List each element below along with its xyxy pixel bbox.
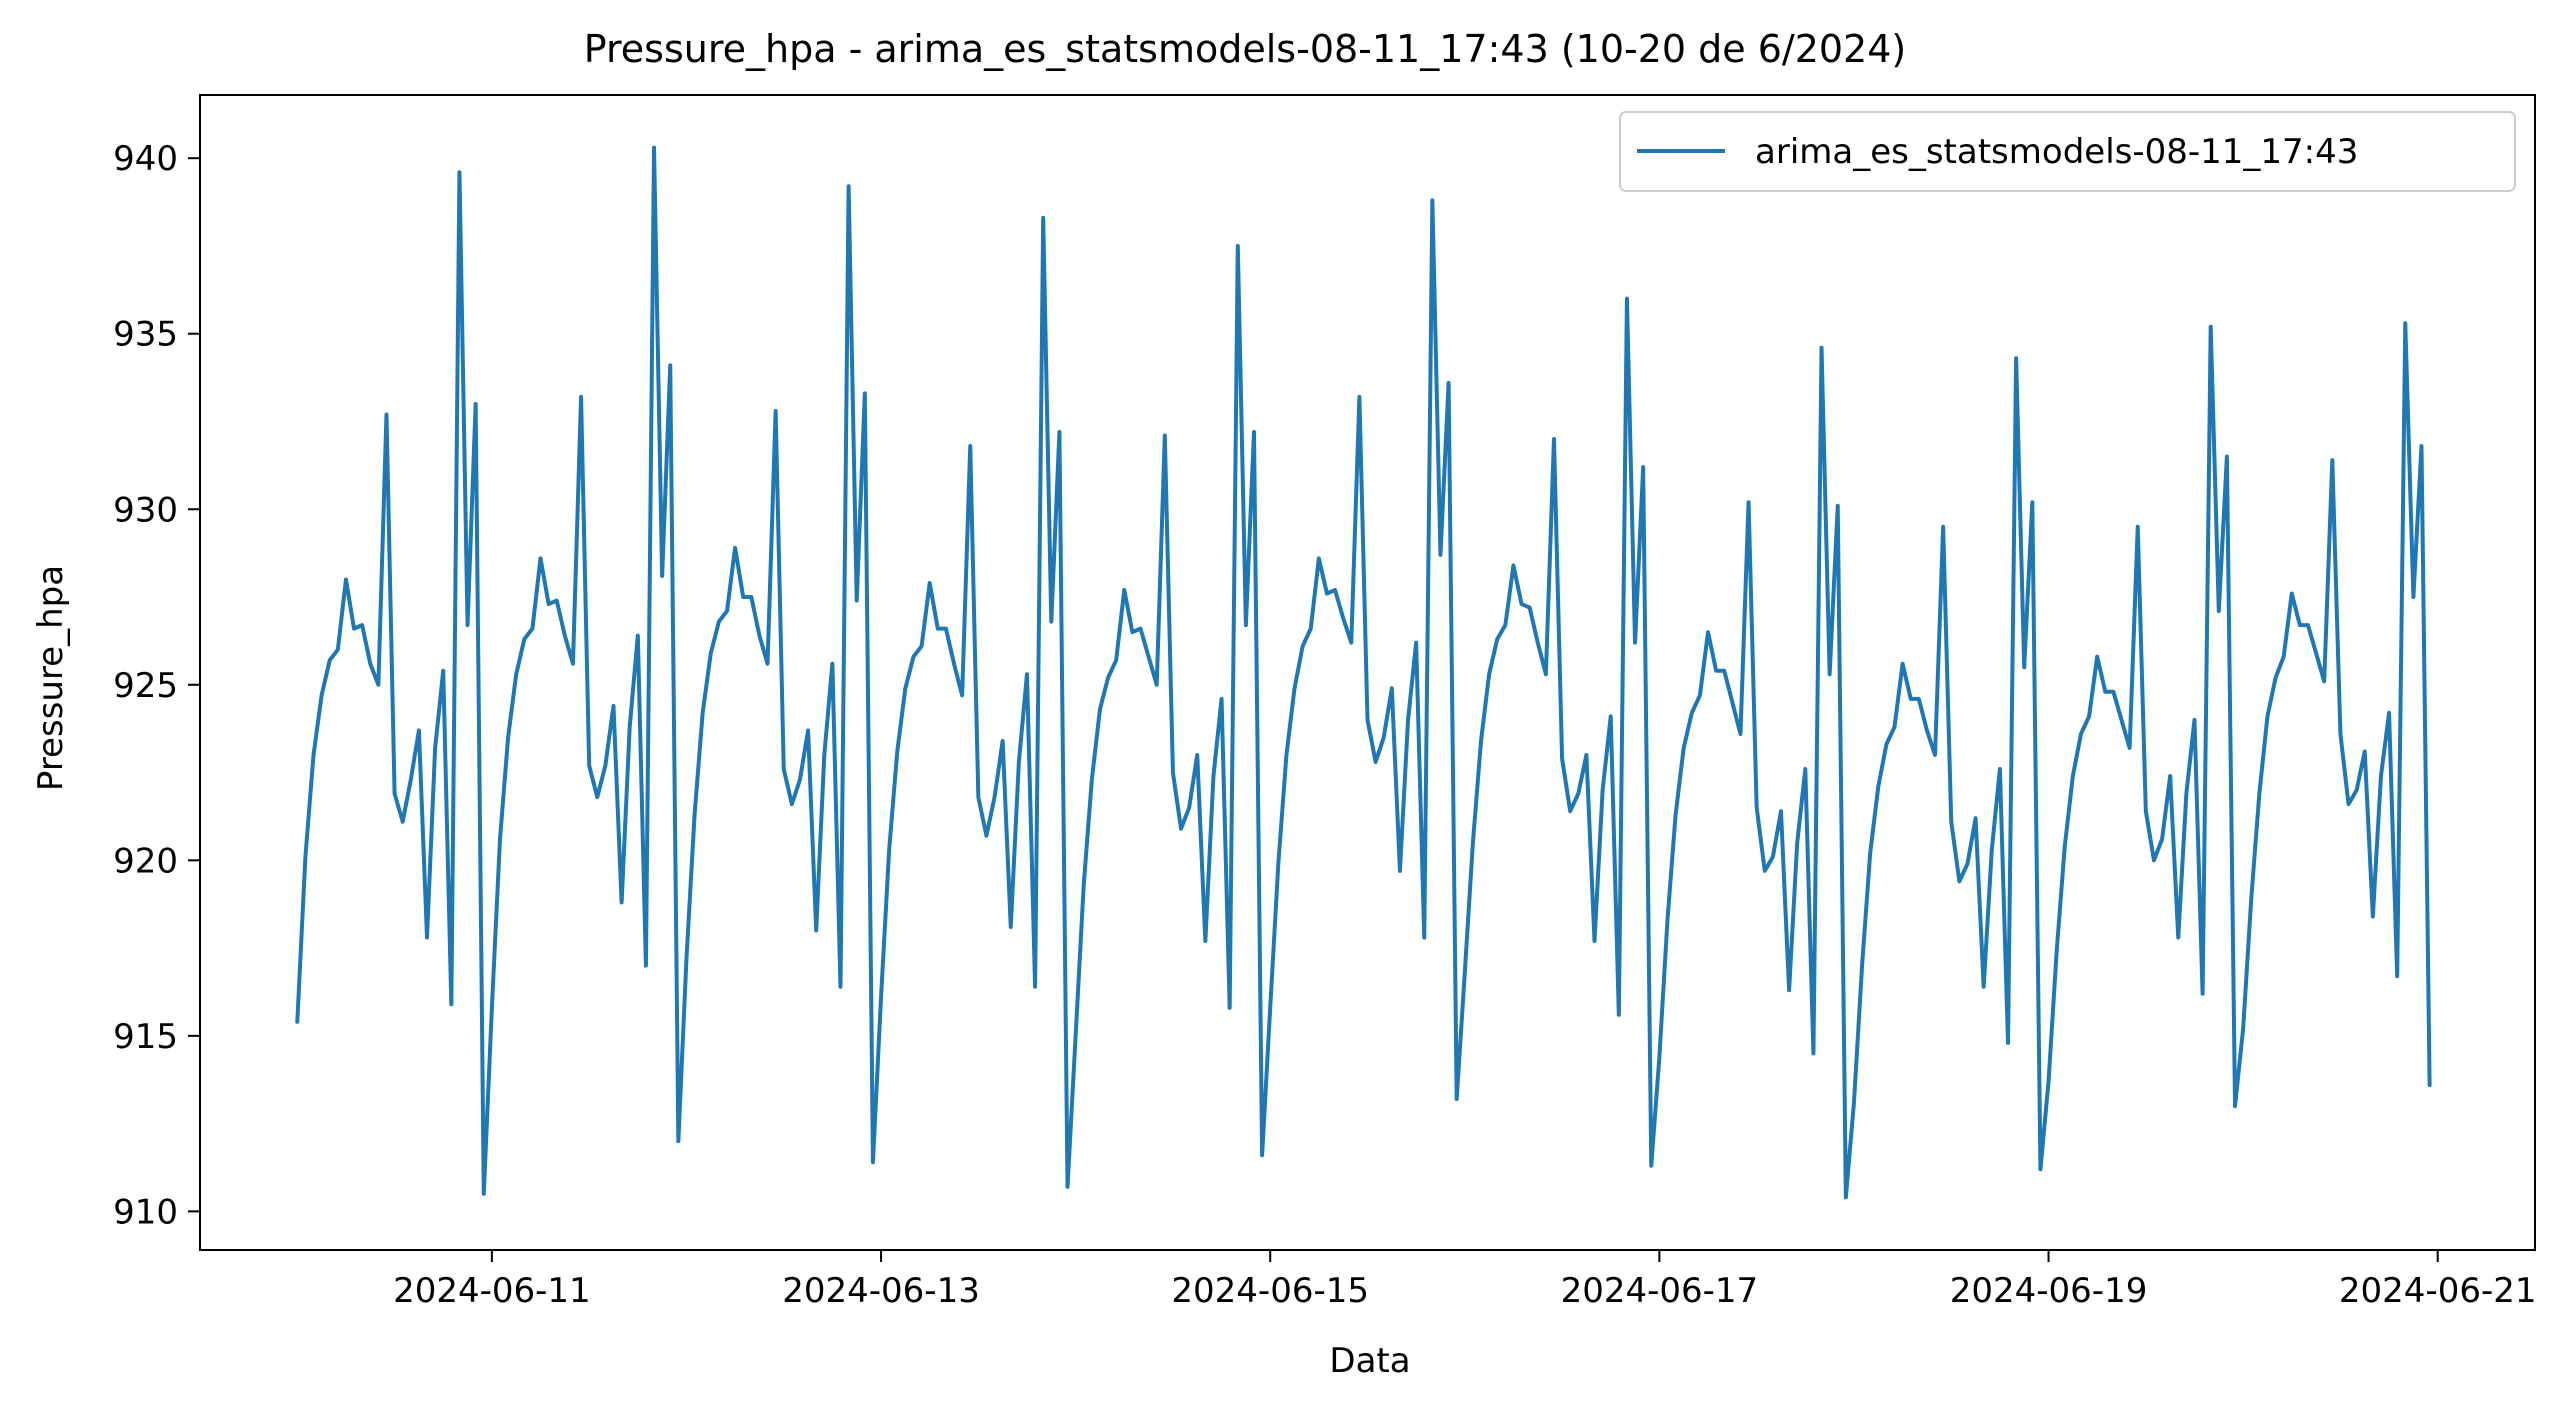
y-axis: 910 915 920 925 930 935 940 <box>113 139 200 1232</box>
legend-box <box>1619 111 2516 192</box>
y-tick-label: 930 <box>113 490 178 530</box>
y-tick-label: 925 <box>113 666 178 706</box>
y-tick-label: 915 <box>113 1017 178 1057</box>
x-tick-label: 2024-06-13 <box>782 1271 980 1311</box>
data-layer <box>295 145 2432 1200</box>
x-tick-label: 2024-06-11 <box>393 1271 591 1311</box>
legend-label: arima_es_statsmodels-08-11_17:43 <box>1755 132 2358 172</box>
x-tick-label: 2024-06-15 <box>1171 1271 1369 1311</box>
chart-title: Pressure_hpa - arima_es_statsmodels-08-1… <box>584 27 1907 71</box>
x-tick-label: 2024-06-21 <box>2339 1271 2537 1311</box>
x-tick-label: 2024-06-17 <box>1561 1271 1759 1311</box>
y-tick-label: 910 <box>113 1192 178 1232</box>
x-axis: 2024-06-11 2024-06-13 2024-06-15 2024-06-17… <box>393 1250 2537 1311</box>
y-tick-label: 940 <box>113 139 178 179</box>
legend: arima_es_statsmodels-08-11_17:43 <box>1619 111 2516 192</box>
plot-area <box>199 94 2536 1251</box>
y-axis-label: Pressure_hpa <box>31 565 71 791</box>
x-tick-label: 2024-06-19 <box>1950 1271 2148 1311</box>
y-tick-label: 935 <box>113 315 178 355</box>
y-tick-label: 920 <box>113 841 178 881</box>
x-axis-label: Data <box>1329 1341 1410 1381</box>
axes-frame <box>199 94 2536 1251</box>
series-line-0 <box>295 145 2432 1200</box>
